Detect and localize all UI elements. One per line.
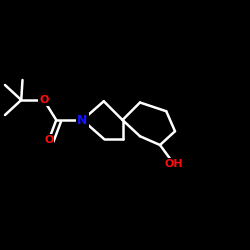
Text: N: N — [77, 114, 88, 126]
Text: O: O — [39, 95, 48, 105]
Text: O: O — [44, 135, 54, 145]
Text: OH: OH — [164, 159, 183, 169]
